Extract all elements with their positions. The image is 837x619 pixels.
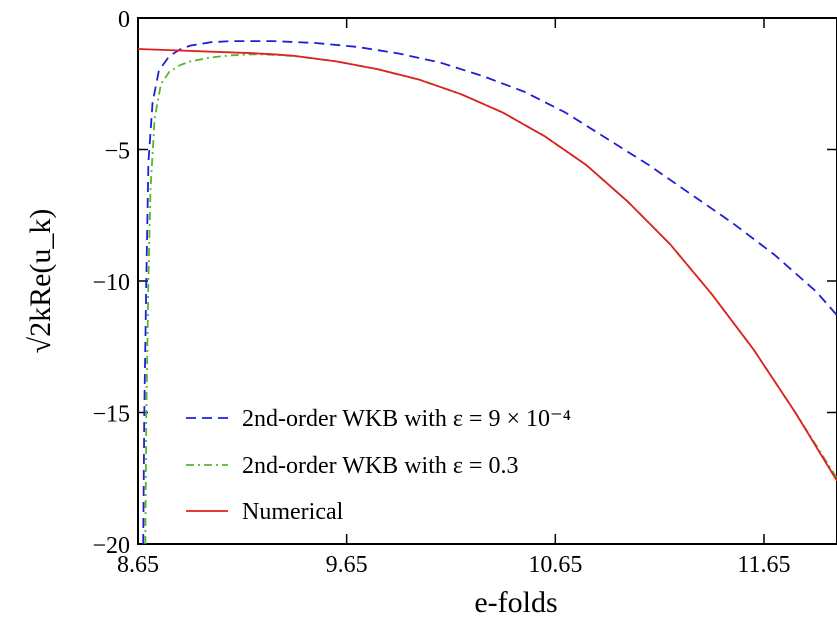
y-tick-label: −10 [92, 270, 130, 296]
series-layer [138, 40, 837, 544]
y-tick-labels: 0 −5 −10 −15 −20 [92, 7, 130, 559]
x-tick-label: 10.65 [528, 552, 582, 578]
y-tick-label: −15 [92, 402, 130, 428]
x-axis-label: e-folds [474, 586, 557, 619]
legend: 2nd-order WKB with ε = 9 × 10⁻⁴ 2nd-orde… [186, 406, 571, 525]
y-tick-label: 0 [118, 7, 130, 33]
y-axis-label: √2kRe(u_k) [24, 209, 57, 354]
x-tick-label: 8.65 [117, 552, 159, 578]
y-tick-label: −5 [104, 139, 130, 165]
series-line-numerical [138, 48, 837, 482]
legend-label-numerical: Numerical [242, 499, 344, 525]
x-tick-label: 11.65 [737, 552, 790, 578]
x-tick-label: 9.65 [326, 552, 368, 578]
x-tick-labels: 8.65 9.65 10.65 11.65 [117, 552, 791, 578]
series-line-wkb-small [142, 40, 837, 544]
y-axis-label-text: √2kRe(u_k) [24, 209, 57, 354]
y-tick-label: −20 [92, 533, 130, 559]
legend-label-wkb-large: 2nd-order WKB with ε = 0.3 [242, 453, 518, 479]
legend-label-wkb-small: 2nd-order WKB with ε = 9 × 10⁻⁴ [242, 406, 571, 432]
